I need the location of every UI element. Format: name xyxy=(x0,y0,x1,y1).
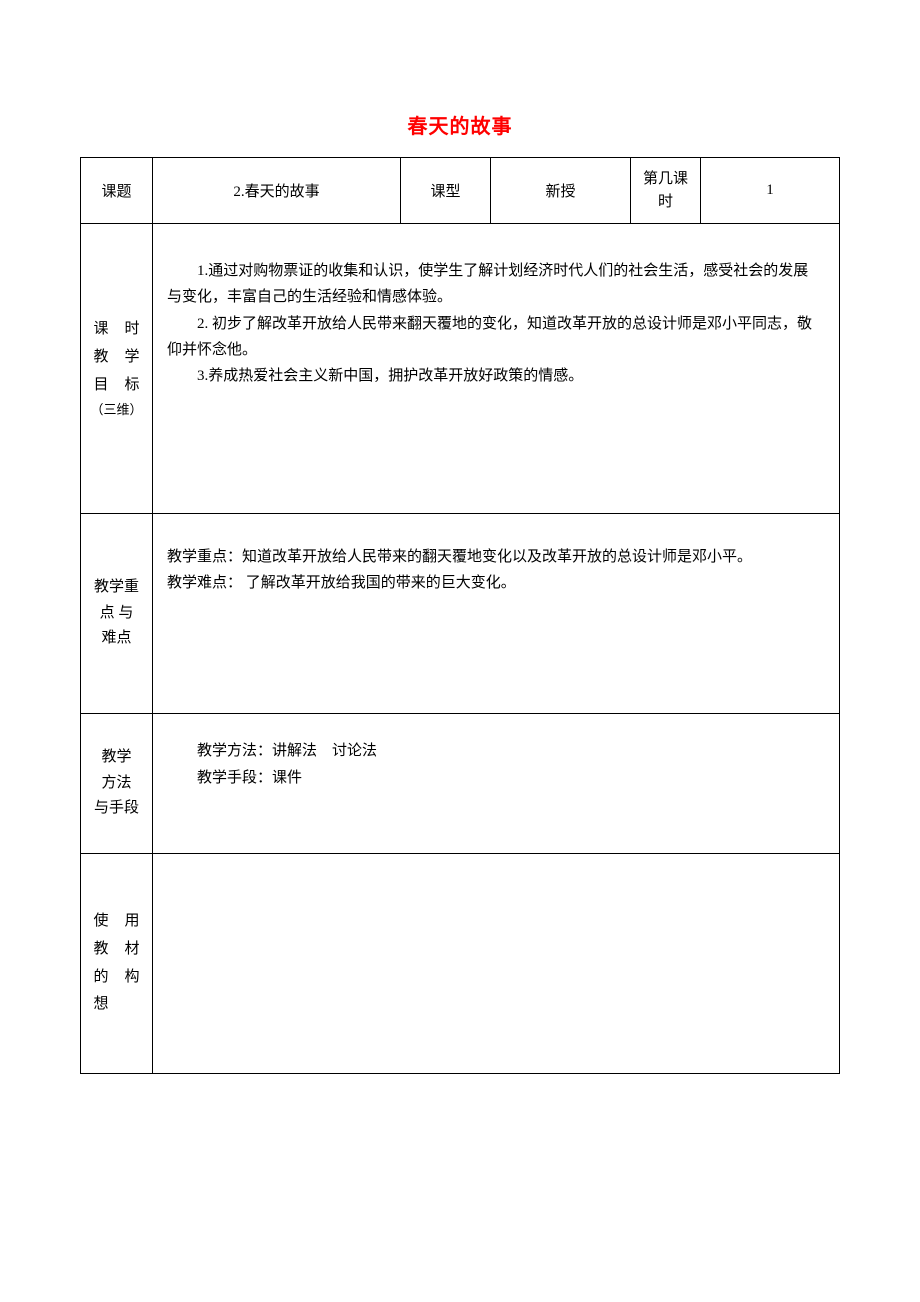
materials-content xyxy=(153,854,840,1074)
table-row-materials: 使 用教 材的 构想 xyxy=(81,854,840,1074)
table-header-row: 课题 2.春天的故事 课型 新授 第几课时 1 xyxy=(81,158,840,224)
method-content: 教学方法：讲解法 讨论法 教学手段：课件 xyxy=(153,714,840,854)
row-label-materials: 使 用教 材的 构想 xyxy=(81,854,153,1074)
period-label: 第几课时 xyxy=(631,158,701,224)
topic-label: 课题 xyxy=(81,158,153,224)
table-row-objectives: 课时 教学 目标 （三维） 1.通过对购物票证的收集和认识，使学生了解计划经济时… xyxy=(81,224,840,514)
objective-line: 3.养成热爱社会主义新中国，拥护改革开放好政策的情感。 xyxy=(167,363,823,389)
focus-content: 教学重点：知道改革开放给人民带来的翻天覆地变化以及改革开放的总设计师是邓小平。 … xyxy=(153,514,840,714)
method-line: 教学手段：课件 xyxy=(167,765,825,792)
lesson-name: 2.春天的故事 xyxy=(153,158,401,224)
row-label-objectives: 课时 教学 目标 （三维） xyxy=(81,224,153,514)
row-label-focus: 教学重点 与难点 xyxy=(81,514,153,714)
focus-line: 教学难点： 了解改革开放给我国的带来的巨大变化。 xyxy=(167,570,825,596)
focus-line: 教学重点：知道改革开放给人民带来的翻天覆地变化以及改革开放的总设计师是邓小平。 xyxy=(167,544,825,570)
lesson-plan-table: 课题 2.春天的故事 课型 新授 第几课时 1 课时 教学 目标 （三维） 1.… xyxy=(80,157,840,1074)
row-label-method: 教学 方法 与手段 xyxy=(81,714,153,854)
type-value: 新授 xyxy=(491,158,631,224)
row-label-text: 教学 方法 与手段 xyxy=(93,745,141,822)
doc-title: 春天的故事 xyxy=(80,110,840,139)
row-label-sub: （三维） xyxy=(87,400,146,421)
row-label-text: 课时 教学 目标 xyxy=(94,316,140,399)
row-label-text: 使 用教 材的 构想 xyxy=(94,908,140,1019)
objectives-content: 1.通过对购物票证的收集和认识，使学生了解计划经济时代人们的社会生活，感受社会的… xyxy=(153,224,840,514)
type-label: 课型 xyxy=(401,158,491,224)
objective-line: 1.通过对购物票证的收集和认识，使学生了解计划经济时代人们的社会生活，感受社会的… xyxy=(167,258,823,311)
period-value: 1 xyxy=(701,158,840,224)
objective-line: 2. 初步了解改革开放给人民带来翻天覆地的变化，知道改革开放的总设计师是邓小平同… xyxy=(167,311,823,364)
method-line: 教学方法：讲解法 讨论法 xyxy=(167,738,825,765)
table-row-focus: 教学重点 与难点 教学重点：知道改革开放给人民带来的翻天覆地变化以及改革开放的总… xyxy=(81,514,840,714)
table-row-method: 教学 方法 与手段 教学方法：讲解法 讨论法 教学手段：课件 xyxy=(81,714,840,854)
row-label-text: 教学重点 与难点 xyxy=(93,575,141,652)
